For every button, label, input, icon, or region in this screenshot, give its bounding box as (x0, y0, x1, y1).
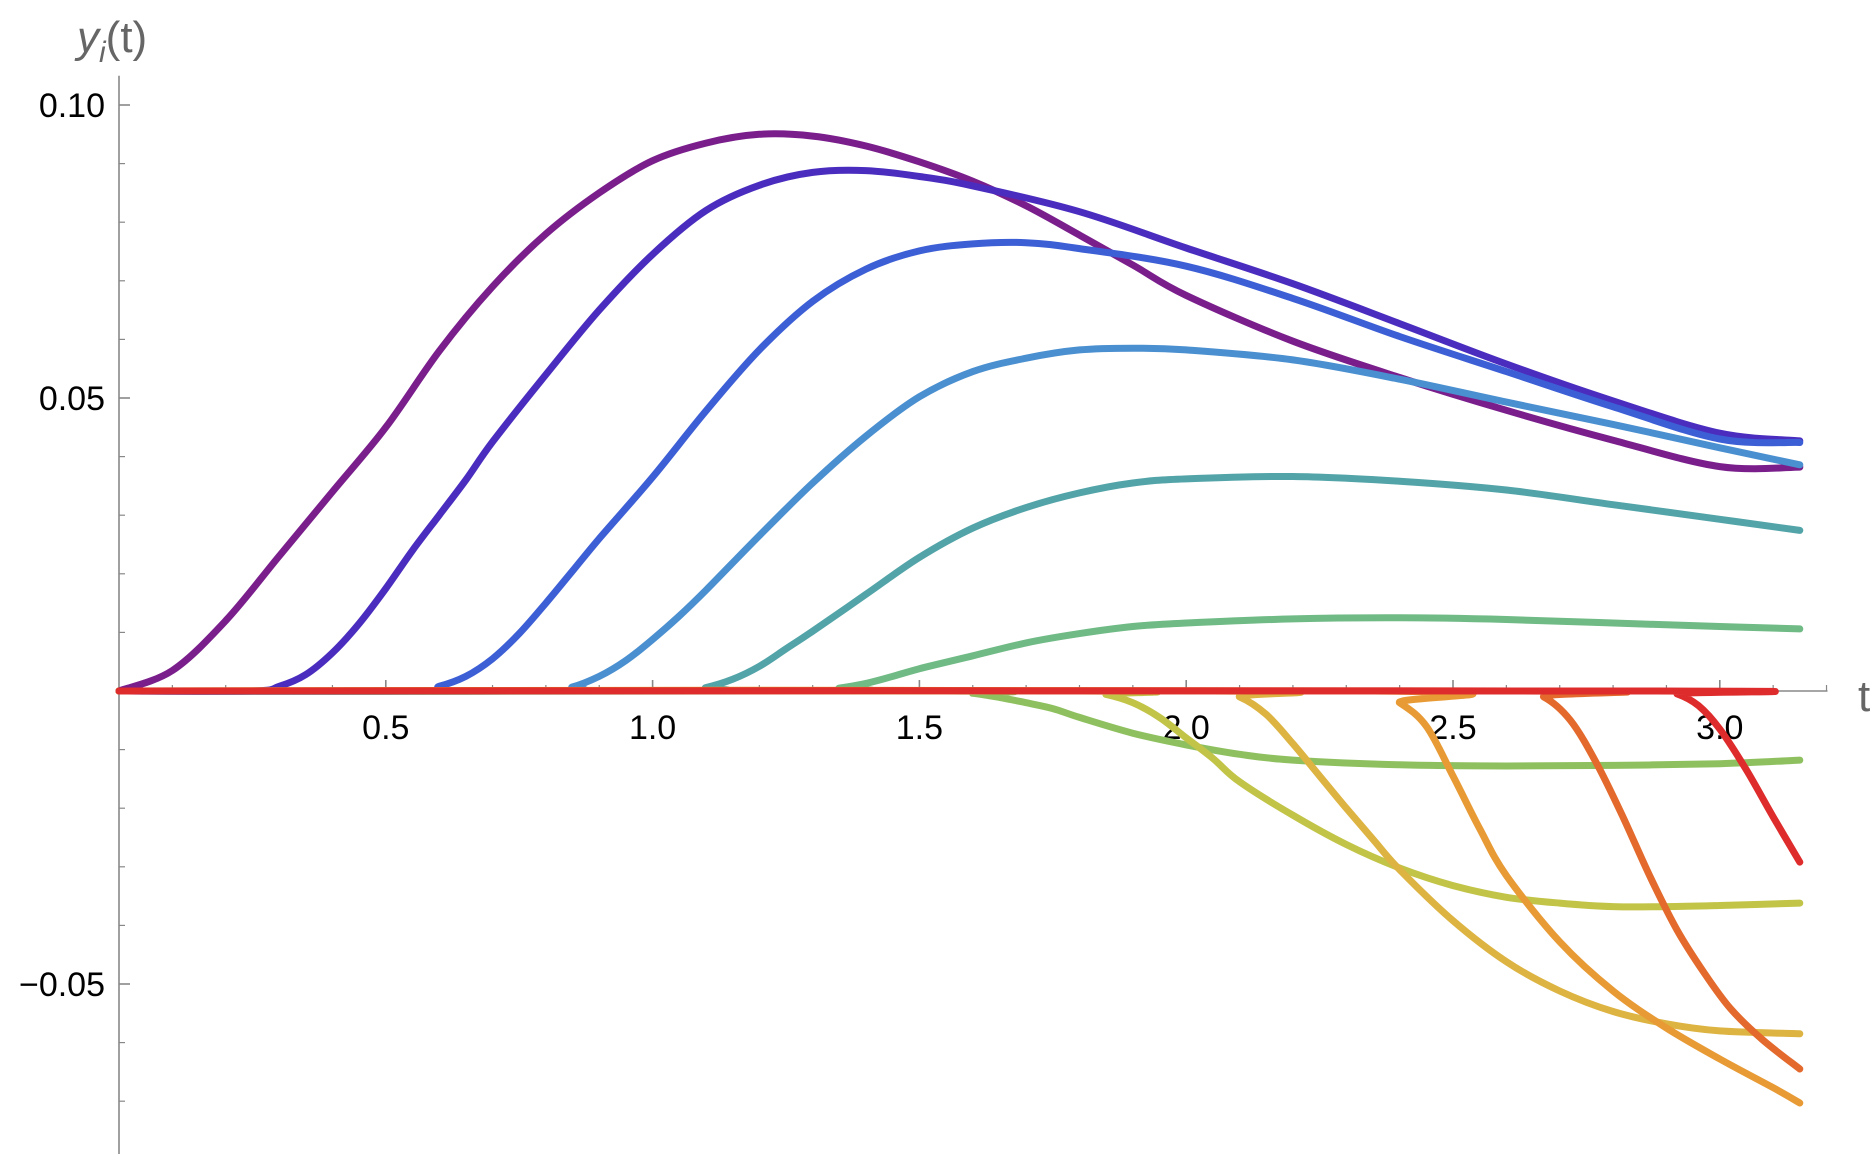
series-line-11 (115, 687, 1804, 1073)
x-tick-label: 1.5 (896, 709, 943, 747)
x-tick-label: 0.5 (362, 709, 409, 747)
y-axis-title-subscript: i (99, 36, 107, 69)
series-line-6 (115, 614, 1804, 695)
series-line-4 (115, 344, 1804, 695)
y-axis-title-base: y (74, 13, 102, 62)
series-line-2 (115, 166, 1804, 695)
y-tick-label: 0.05 (39, 380, 105, 418)
series-group (115, 130, 1804, 1107)
x-axis-title: t (1858, 672, 1870, 721)
tick-labels: 0.5 1.0 1.5 2.0 2.5 3.0−0.050.050.10 (19, 87, 1743, 1004)
series-line-12 (115, 687, 1804, 866)
y-tick-label: 0.10 (39, 87, 105, 125)
y-axis-title-rest: (t) (106, 13, 148, 62)
series-line-3 (115, 238, 1804, 695)
y-tick-label: −0.05 (19, 966, 105, 1004)
x-tick-label: 1.0 (629, 709, 676, 747)
series-line-10 (115, 686, 1804, 1107)
y-axis-title: yi(t) (74, 13, 147, 69)
